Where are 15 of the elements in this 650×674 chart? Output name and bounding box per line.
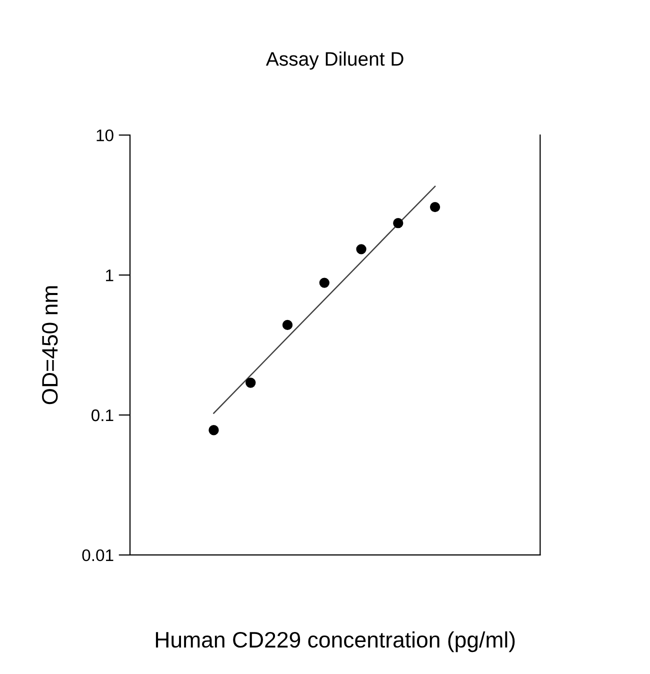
line-series — [213, 186, 436, 414]
point — [356, 244, 366, 254]
y-tick-label: 1 — [106, 270, 114, 282]
point — [208, 425, 219, 436]
y-tick-label: 10 — [96, 129, 114, 142]
chart-title: Assay Diluent D — [266, 52, 404, 70]
point — [430, 202, 440, 212]
point — [319, 278, 330, 288]
y-tick-label: 0.01 — [82, 549, 114, 562]
y-tick-label: 0.1 — [92, 409, 114, 422]
point — [393, 218, 404, 228]
point — [246, 378, 256, 388]
x-axis-title: Human CD229 concentration (pg/ml) — [156, 631, 515, 652]
point — [282, 320, 293, 330]
y-axis-title: OD=450 nm — [42, 286, 58, 404]
